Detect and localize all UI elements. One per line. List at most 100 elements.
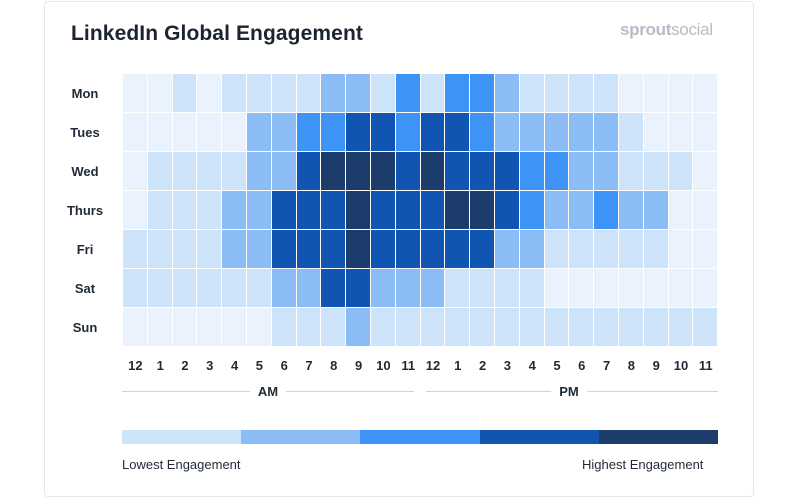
day-label: Sun xyxy=(72,319,98,335)
heatmap-cell xyxy=(519,230,544,268)
heatmap-cell xyxy=(668,191,693,229)
hour-label: 4 xyxy=(230,358,239,373)
heatmap-cell xyxy=(470,230,494,268)
heatmap-cell xyxy=(445,269,470,307)
hour-label: 11 xyxy=(401,358,416,373)
day-label: Fri xyxy=(76,241,94,257)
hour-label: 6 xyxy=(578,358,586,373)
heatmap-cell xyxy=(371,113,395,151)
heatmap-cell xyxy=(147,152,172,190)
heatmap-cell xyxy=(172,230,197,268)
heatmap-cell xyxy=(321,308,346,346)
heatmap-cell xyxy=(346,230,370,268)
heatmap-cell xyxy=(544,74,569,112)
legend-low-label: Lowest Engagement xyxy=(122,457,241,472)
heatmap-cell xyxy=(395,191,420,229)
heatmap-cell xyxy=(346,113,370,151)
hour-label: 8 xyxy=(330,358,338,373)
heatmap-cell xyxy=(519,191,544,229)
heatmap-cell xyxy=(271,230,296,268)
hour-label: 12 xyxy=(425,358,441,373)
heatmap-cell xyxy=(197,74,222,112)
heatmap-cell xyxy=(519,269,544,307)
heatmap-cell xyxy=(271,113,296,151)
heatmap-cell xyxy=(222,269,246,307)
legend-swatch xyxy=(241,430,361,444)
day-label: Sat xyxy=(74,280,96,296)
heatmap-cell xyxy=(123,74,147,112)
heatmap-cell xyxy=(445,191,470,229)
hour-label: 5 xyxy=(255,358,263,373)
heatmap-cell xyxy=(668,230,693,268)
heatmap-cell xyxy=(197,152,222,190)
heatmap-cell xyxy=(371,308,395,346)
heatmap-cell xyxy=(668,269,693,307)
heatmap-cell xyxy=(594,230,618,268)
legend-swatch xyxy=(360,430,481,444)
heatmap-cell xyxy=(147,74,172,112)
heatmap-cell xyxy=(420,113,445,151)
hour-label: 11 xyxy=(698,358,713,373)
heatmap-cell xyxy=(470,152,494,190)
heatmap-cell xyxy=(247,230,271,268)
heatmap-cell xyxy=(470,191,494,229)
heatmap-cell xyxy=(395,74,420,112)
heatmap-cell xyxy=(296,152,321,190)
pm-label: PM xyxy=(551,384,587,399)
heatmap-cell xyxy=(693,152,718,190)
heatmap-cell xyxy=(693,191,718,229)
hour-label: 8 xyxy=(627,358,635,373)
heatmap-cell xyxy=(495,308,519,346)
heatmap-cell xyxy=(569,74,594,112)
heatmap-cell xyxy=(594,113,618,151)
heatmap-cell xyxy=(247,308,271,346)
heatmap-cell xyxy=(420,308,445,346)
heatmap-cell xyxy=(594,152,618,190)
heatmap-cell xyxy=(569,230,594,268)
heatmap-cell xyxy=(445,74,470,112)
heatmap-cell xyxy=(296,269,321,307)
heatmap-cell xyxy=(643,308,668,346)
heatmap-cell xyxy=(569,191,594,229)
heatmap-cell xyxy=(296,308,321,346)
heatmap-cell xyxy=(321,113,346,151)
heatmap-cell xyxy=(519,74,544,112)
legend-swatch xyxy=(479,430,600,444)
heatmap-cell xyxy=(172,113,197,151)
heatmap-cell xyxy=(395,230,420,268)
heatmap-cell xyxy=(519,308,544,346)
heatmap-cell xyxy=(346,308,370,346)
legend-swatch xyxy=(598,430,719,444)
day-label: Wed xyxy=(71,163,99,179)
heatmap-cell xyxy=(321,230,346,268)
heatmap-cell xyxy=(668,152,693,190)
heatmap-cell xyxy=(495,191,519,229)
day-label: Mon xyxy=(71,85,99,101)
hour-label: 9 xyxy=(354,358,363,373)
heatmap-cell xyxy=(594,269,618,307)
heatmap-cell xyxy=(172,191,197,229)
hour-label: 7 xyxy=(602,358,611,373)
heatmap-cell xyxy=(321,269,346,307)
heatmap-cell xyxy=(420,152,445,190)
heatmap-cell xyxy=(495,230,519,268)
hour-label: 1 xyxy=(156,358,164,373)
heatmap-cell xyxy=(123,308,147,346)
hour-label: 3 xyxy=(503,358,511,373)
heatmap-cell xyxy=(123,191,147,229)
heatmap-cell xyxy=(222,113,246,151)
heatmap-cell xyxy=(222,308,246,346)
heatmap-cell xyxy=(569,308,594,346)
heatmap-cell xyxy=(296,74,321,112)
brand-name-bold: sprout xyxy=(620,20,672,39)
heatmap-cell xyxy=(147,308,172,346)
heatmap-cell xyxy=(395,269,420,307)
heatmap-cell xyxy=(668,113,693,151)
heatmap-cell xyxy=(147,191,172,229)
heatmap-cell xyxy=(544,191,569,229)
hour-label: 1 xyxy=(454,358,462,373)
heatmap-cell xyxy=(569,269,594,307)
heatmap-cell xyxy=(643,152,668,190)
heatmap-cell xyxy=(346,269,370,307)
heatmap-cell xyxy=(371,230,395,268)
